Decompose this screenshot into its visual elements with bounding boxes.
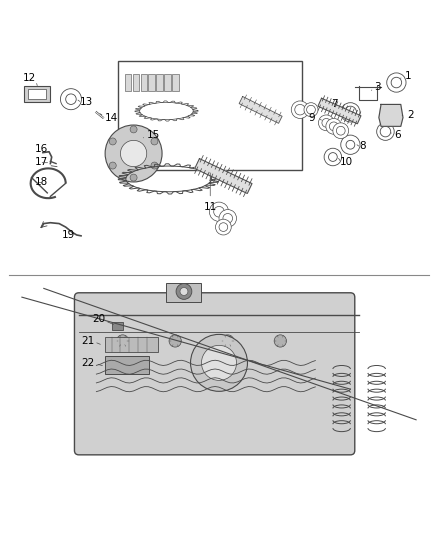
Circle shape <box>180 287 188 295</box>
Circle shape <box>120 140 147 167</box>
Circle shape <box>391 77 402 88</box>
Text: 10: 10 <box>339 157 353 167</box>
Circle shape <box>169 335 181 347</box>
Circle shape <box>295 104 305 115</box>
Circle shape <box>214 206 224 217</box>
Text: 11: 11 <box>204 203 217 212</box>
Text: 15: 15 <box>147 130 160 140</box>
Text: 16: 16 <box>35 144 48 154</box>
Text: 6: 6 <box>394 130 401 140</box>
Circle shape <box>176 284 192 300</box>
Circle shape <box>324 148 342 166</box>
Circle shape <box>191 334 247 391</box>
Circle shape <box>105 125 162 182</box>
Polygon shape <box>195 159 252 193</box>
Circle shape <box>60 88 81 110</box>
Circle shape <box>336 126 345 135</box>
Circle shape <box>318 115 334 131</box>
Circle shape <box>344 106 357 118</box>
Text: 21: 21 <box>81 336 94 346</box>
Circle shape <box>201 345 237 381</box>
Text: 20: 20 <box>92 314 105 324</box>
Circle shape <box>219 209 237 227</box>
Text: 8: 8 <box>359 141 366 151</box>
Circle shape <box>328 152 337 161</box>
Circle shape <box>109 162 116 169</box>
Circle shape <box>387 73 406 92</box>
Bar <box>133 74 139 91</box>
Circle shape <box>215 219 231 235</box>
Circle shape <box>341 103 360 122</box>
Polygon shape <box>239 96 282 123</box>
Text: 22: 22 <box>81 358 94 368</box>
Bar <box>118 61 302 170</box>
Circle shape <box>66 94 76 104</box>
Circle shape <box>341 135 360 155</box>
Text: 17: 17 <box>35 157 48 167</box>
Text: 2: 2 <box>407 110 414 120</box>
Text: 18: 18 <box>35 177 48 188</box>
Circle shape <box>307 106 315 114</box>
Circle shape <box>333 123 349 139</box>
FancyBboxPatch shape <box>74 293 355 455</box>
Circle shape <box>274 335 286 347</box>
Bar <box>166 282 201 302</box>
Bar <box>148 74 155 91</box>
Polygon shape <box>318 98 361 124</box>
Text: 3: 3 <box>374 82 381 92</box>
Circle shape <box>151 162 158 169</box>
Bar <box>24 86 50 102</box>
Polygon shape <box>379 104 403 126</box>
Circle shape <box>117 335 129 347</box>
Bar <box>141 74 147 91</box>
Circle shape <box>109 138 116 145</box>
Text: 12: 12 <box>23 73 36 83</box>
Text: 19: 19 <box>61 230 74 239</box>
Circle shape <box>222 335 234 347</box>
Bar <box>125 74 131 91</box>
Bar <box>28 88 46 99</box>
Text: 13: 13 <box>80 97 93 107</box>
Circle shape <box>380 126 391 137</box>
Bar <box>172 74 179 91</box>
Circle shape <box>326 118 342 134</box>
Circle shape <box>209 202 229 221</box>
Circle shape <box>130 174 137 181</box>
Bar <box>156 74 163 91</box>
Circle shape <box>322 118 331 127</box>
Text: 7: 7 <box>331 100 337 109</box>
Circle shape <box>346 140 355 149</box>
Circle shape <box>377 123 394 140</box>
Text: 1: 1 <box>405 71 412 81</box>
Circle shape <box>223 214 233 223</box>
Bar <box>105 356 149 374</box>
Bar <box>164 74 171 91</box>
Circle shape <box>130 126 137 133</box>
Bar <box>112 322 123 330</box>
Circle shape <box>304 103 318 117</box>
Circle shape <box>219 223 228 231</box>
Circle shape <box>291 101 309 118</box>
Circle shape <box>151 138 158 145</box>
Text: 9: 9 <box>309 112 315 123</box>
Bar <box>105 336 158 352</box>
Text: 14: 14 <box>105 112 118 123</box>
Circle shape <box>329 122 338 131</box>
